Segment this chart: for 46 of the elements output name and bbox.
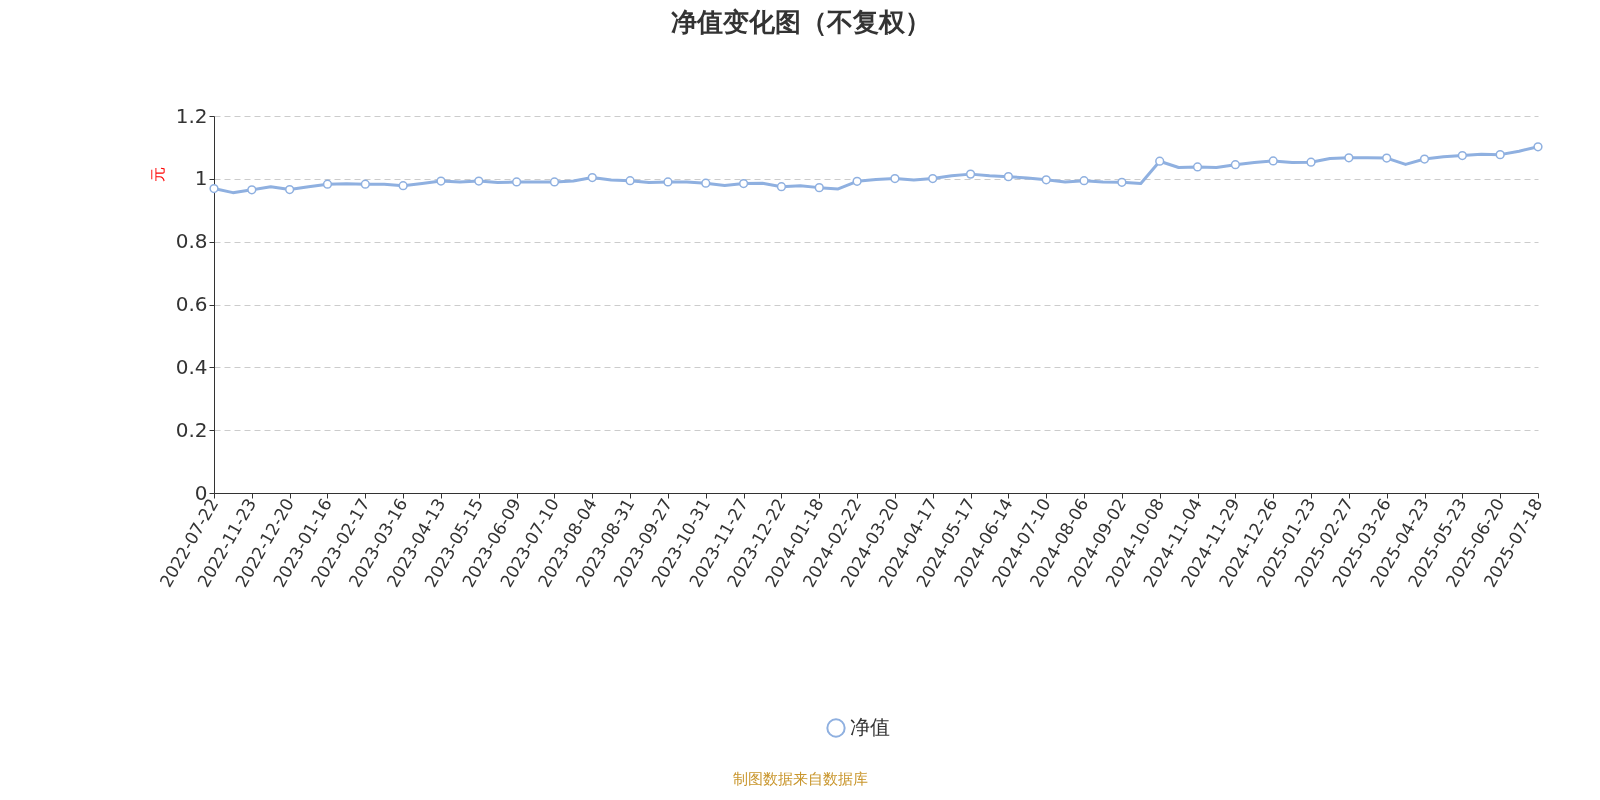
point [1268,156,1278,166]
point [701,178,711,188]
y-tick-label: 0.2 [175,417,208,442]
point [738,178,749,189]
point [965,169,976,179]
point [1344,153,1354,163]
point [1306,157,1316,167]
point [512,177,522,187]
point [436,176,446,186]
point [814,183,824,193]
point [209,183,219,194]
point [587,172,597,183]
point [1003,172,1014,182]
point [852,176,862,186]
y-axis-title: 元 [148,166,167,182]
legend-label: 净值 [850,715,890,739]
point [1230,160,1240,170]
point [1155,156,1165,166]
point [1533,142,1543,152]
point [1382,153,1392,163]
point [1419,154,1430,164]
y-tick-label: 0.6 [175,292,208,316]
point [247,185,257,195]
point [1117,177,1127,187]
y-tick-label: 0.8 [175,229,208,254]
point [776,182,787,192]
point [322,179,333,189]
point [928,173,938,184]
point [663,177,673,187]
point [474,176,484,186]
point [1495,150,1505,160]
point [398,181,408,191]
y-tick-label: 1.2 [175,103,208,128]
y-tick-label: 1 [194,166,208,191]
text: 制图数据来自数据库 [731,770,869,789]
point [285,184,295,195]
point [1192,162,1203,172]
y-tick-label: 0.4 [175,354,208,379]
point [1457,150,1467,161]
chart-title: 净值变化图（不复权） [671,7,931,37]
point [549,177,560,187]
point [360,179,370,189]
point [1079,176,1089,186]
point [890,173,900,184]
point [1041,175,1051,185]
point [625,176,635,186]
